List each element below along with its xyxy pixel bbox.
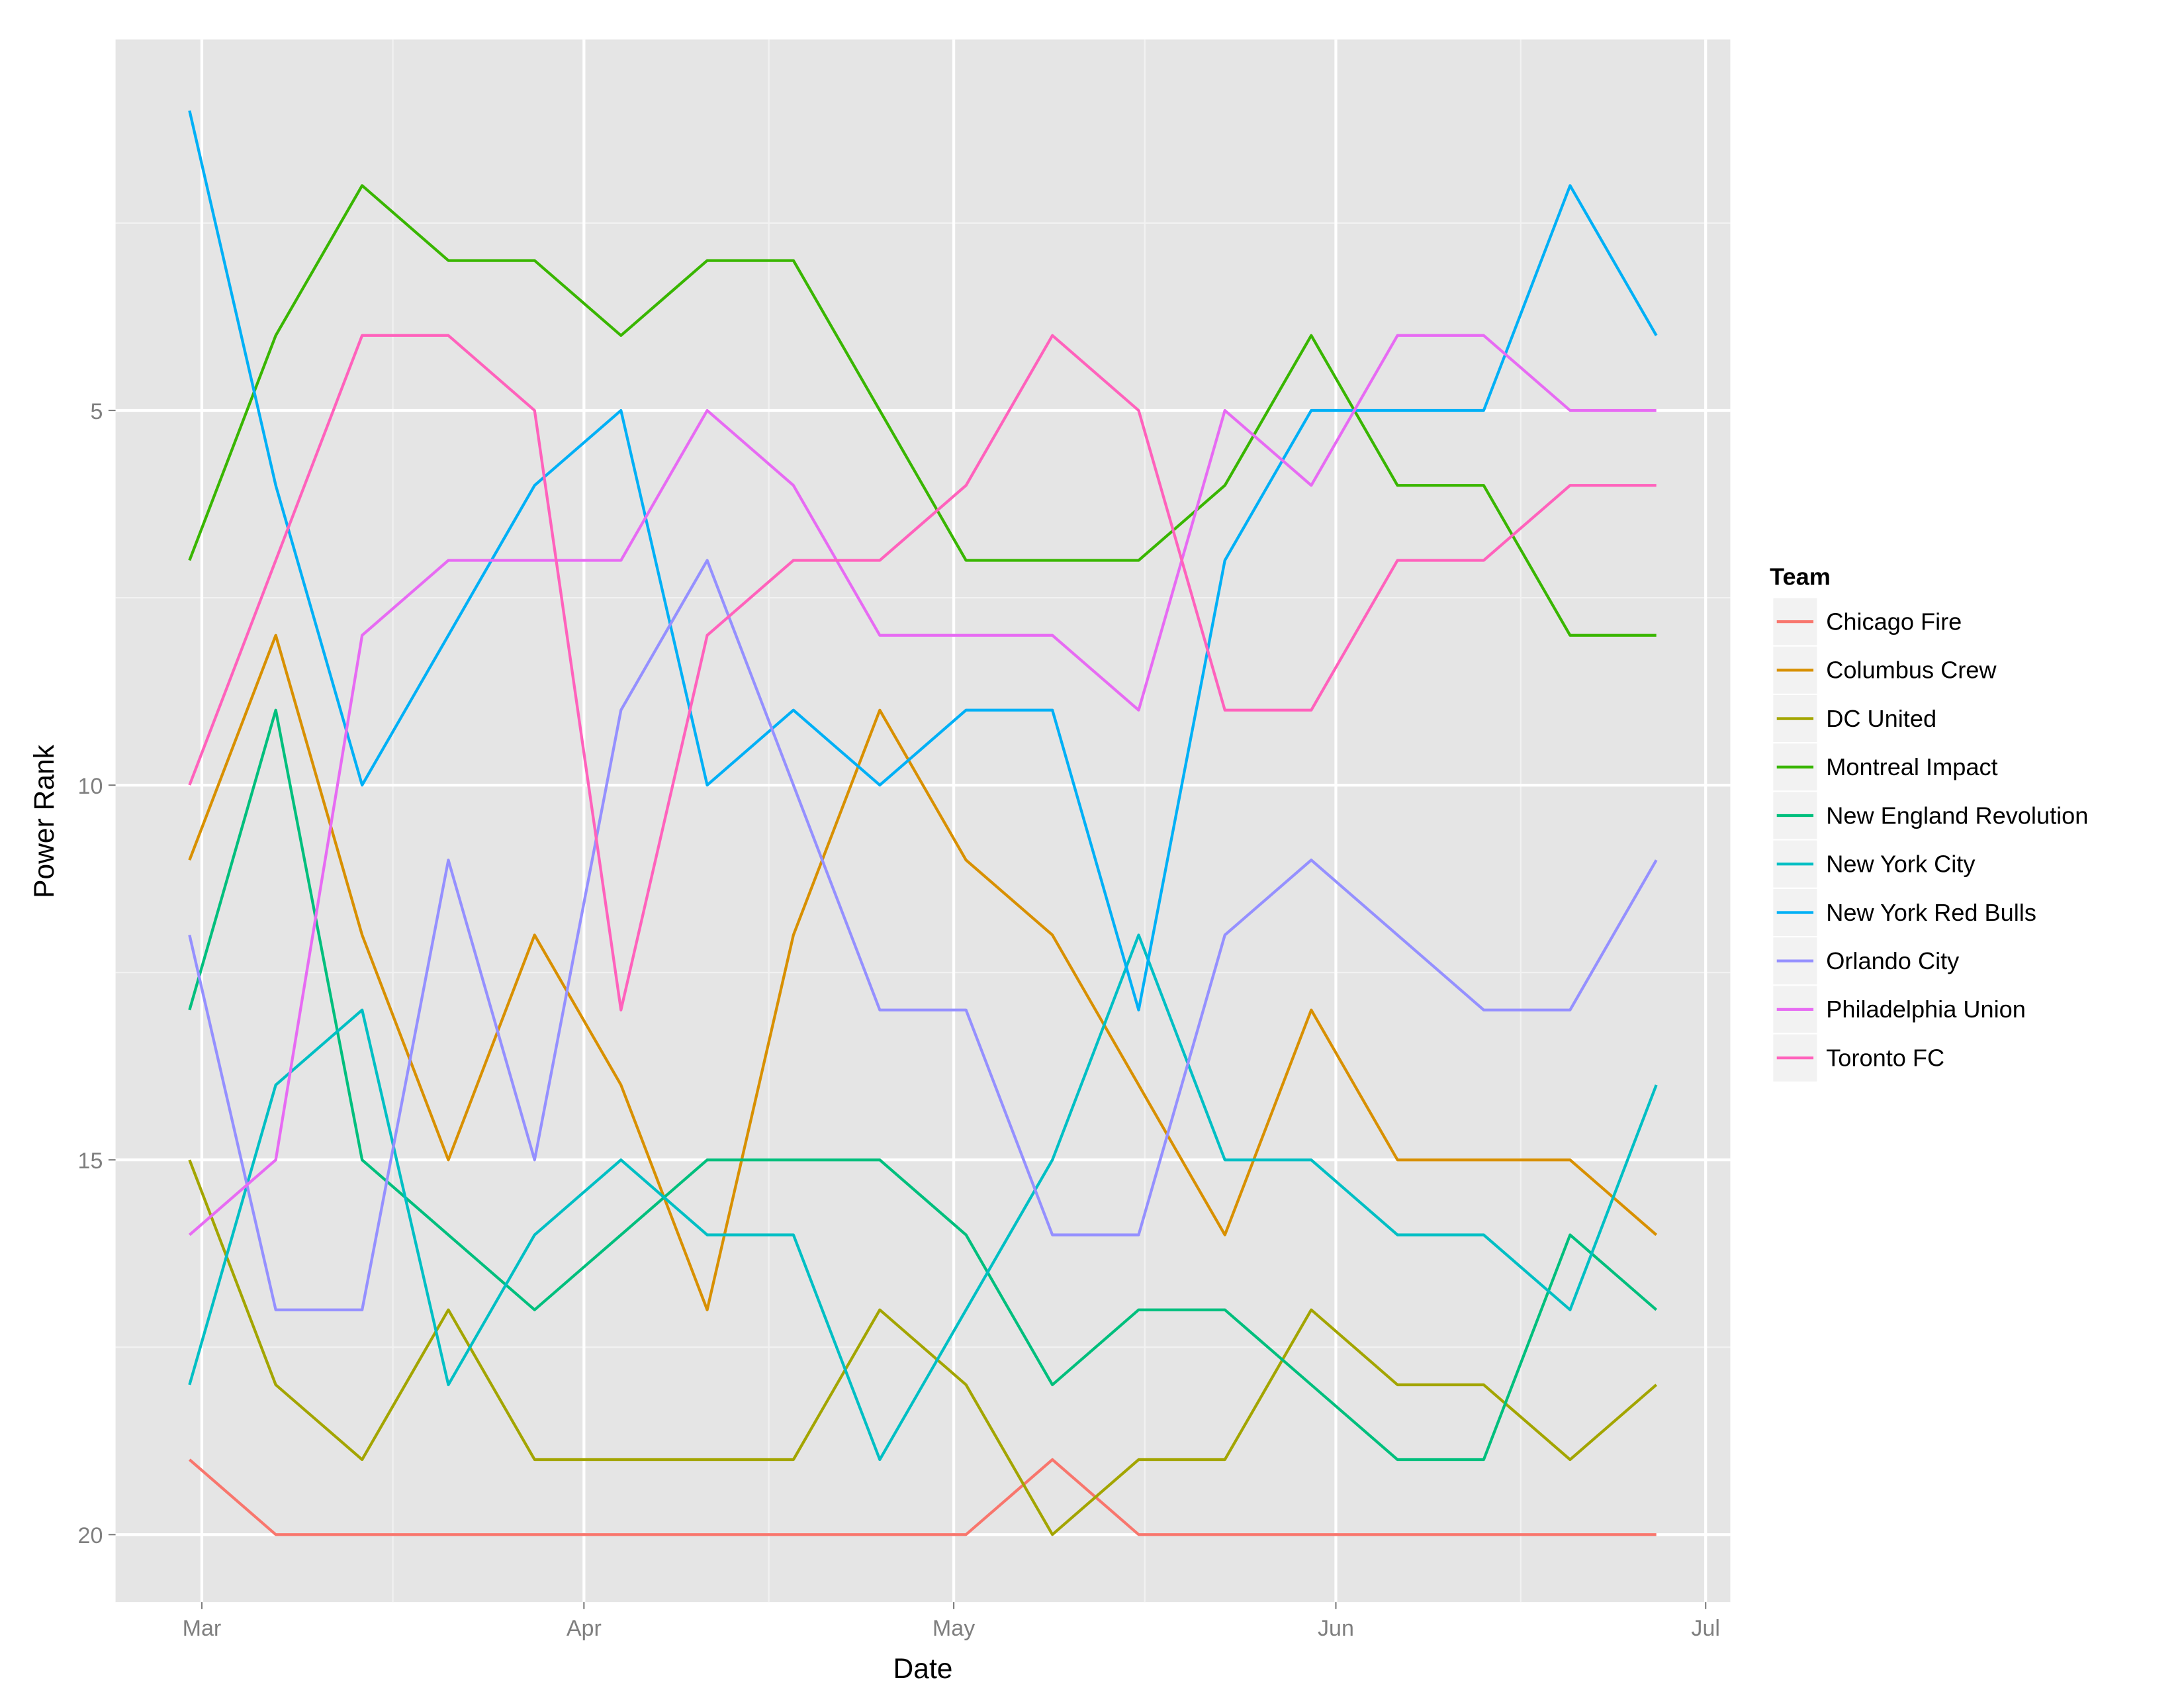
series-line-montreal-impact — [188, 184, 1657, 637]
legend-label: Toronto FC — [1826, 1044, 1944, 1071]
legend-label: Philadelphia Union — [1826, 996, 2026, 1023]
x-tick-label: Apr — [567, 1616, 602, 1641]
y-tick-label: 15 — [78, 1149, 103, 1174]
series-line-dc-united — [188, 1159, 1658, 1536]
y-axis-label: Power Rank — [28, 744, 60, 898]
series-line-new-york-red-bulls — [188, 110, 1658, 1011]
legend-label: New York City — [1826, 851, 1976, 878]
series-line-columbus-crew — [188, 633, 1658, 1311]
y-tick-label: 10 — [78, 774, 103, 799]
legend-label: DC United — [1826, 705, 1936, 732]
x-tick-label: Mar — [183, 1616, 222, 1641]
x-axis: Mar Apr May Jun Jul — [183, 1602, 1720, 1641]
legend-label: Montreal Impact — [1826, 753, 1997, 780]
x-tick-label: Jul — [1691, 1616, 1720, 1641]
series-line-new-england-revolution — [188, 708, 1658, 1462]
legend-label: New England Revolution — [1826, 802, 2088, 829]
series-line-toronto-fc — [188, 334, 1657, 1011]
x-tick-label: Jun — [1318, 1616, 1354, 1641]
series-line-new-york-city — [188, 933, 1658, 1462]
legend: Team Chicago Fire Columbus Crew DC United M… — [1770, 563, 2088, 1083]
plot-panel — [115, 39, 1731, 1603]
legend-label: Orlando City — [1826, 947, 1960, 974]
legend-title: Team — [1770, 563, 1831, 590]
series-lines — [188, 110, 1658, 1536]
y-axis: 5 10 15 20 — [78, 399, 116, 1548]
y-tick-label: 5 — [90, 399, 103, 424]
series-line-philadelphia-union — [188, 334, 1657, 1237]
series-line-chicago-fire — [188, 1458, 1657, 1536]
series-line-orlando-city — [188, 559, 1658, 1311]
legend-label: Columbus Crew — [1826, 657, 1997, 684]
x-axis-label: Date — [893, 1653, 953, 1685]
y-tick-label: 20 — [78, 1523, 103, 1548]
legend-label: Chicago Fire — [1826, 608, 1962, 635]
legend-label: New York Red Bulls — [1826, 899, 2036, 926]
x-tick-label: May — [933, 1616, 975, 1641]
